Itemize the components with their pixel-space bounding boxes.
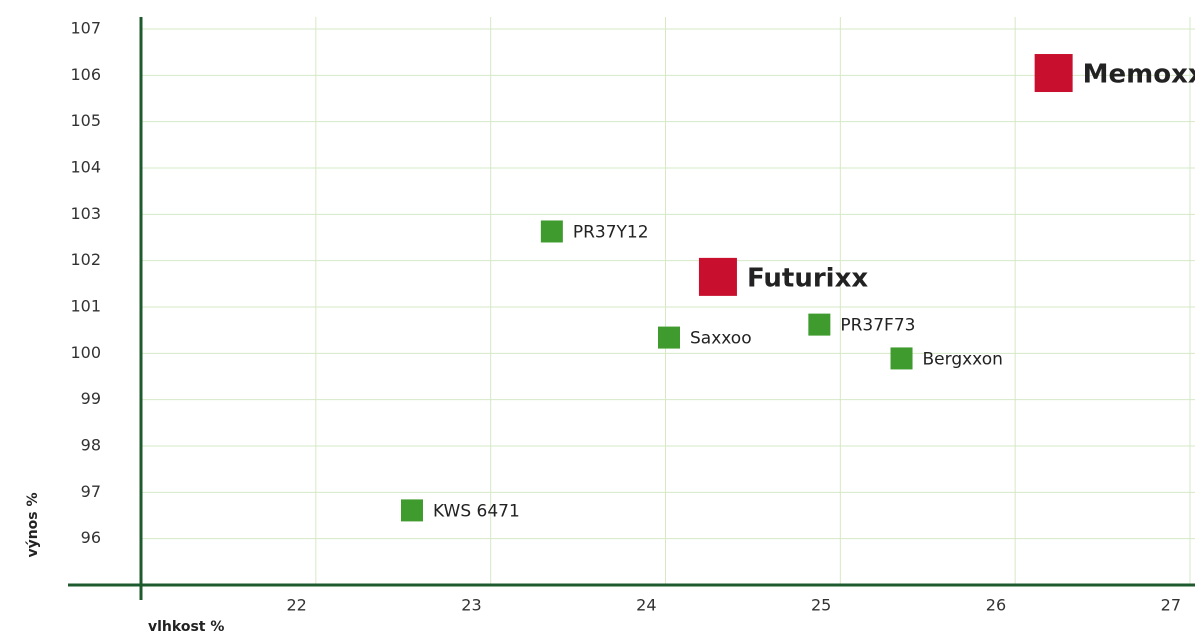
x-tick-label: 23 [461,596,481,615]
point-label: Bergxxon [923,349,1003,369]
y-tick-label: 99 [81,389,101,408]
x-axis-label: vlhkost % [148,619,224,635]
point [890,347,913,370]
point [657,326,680,349]
point [400,499,423,522]
x-tick-label: 26 [986,596,1006,615]
point-label: PR37F73 [840,316,915,336]
y-tick-label: 105 [70,111,101,130]
point [808,313,831,336]
y-tick-label: 104 [70,158,101,177]
x-tick-label: 27 [1161,596,1181,615]
y-tick-label: 103 [70,204,101,223]
x-tick-label: 22 [286,596,306,615]
y-tick-label: 96 [81,528,101,547]
point [1034,54,1073,93]
y-axis-label: výnos % [25,492,41,557]
x-tick-label: 24 [636,596,656,615]
point-label: PR37Y12 [573,222,649,242]
y-tick-label: 102 [70,250,101,269]
y-tick-label: 107 [70,19,101,38]
point [698,257,737,296]
y-tick-label: 97 [81,482,101,501]
y-tick-label: 101 [70,297,101,316]
point-label: Futurixx [747,263,868,293]
point-label: KWS 6471 [433,501,520,521]
y-tick-label: 100 [70,343,101,362]
y-tick-label: 98 [81,436,101,455]
y-tick-label: 106 [70,65,101,84]
point-label: Memoxx [1083,60,1195,90]
point-label: Saxxoo [690,329,752,349]
point [540,220,563,243]
x-tick-label: 25 [811,596,831,615]
